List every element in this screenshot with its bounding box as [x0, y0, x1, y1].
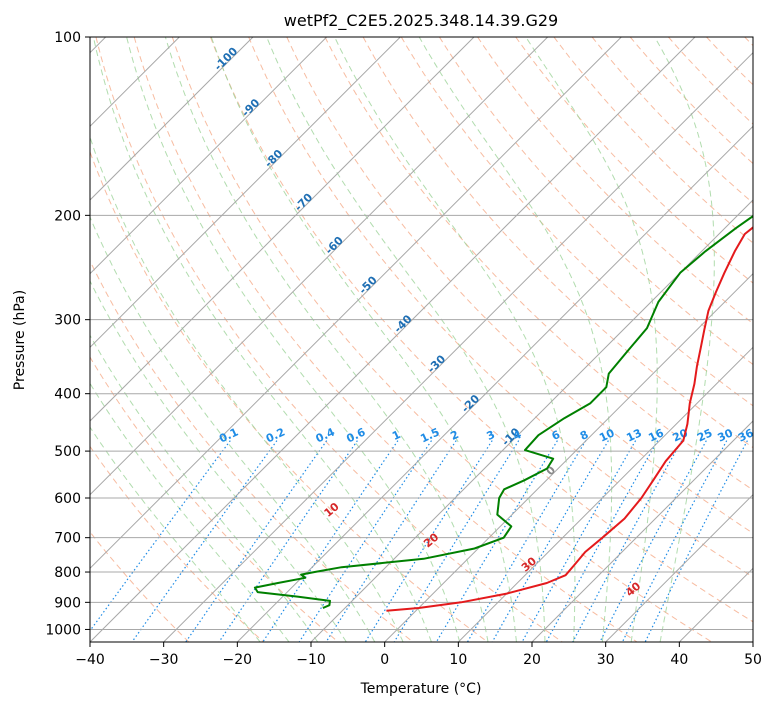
moist-adiabat-line — [90, 334, 319, 642]
dry-adiabat-line — [438, 37, 753, 366]
mixing-ratio-line — [298, 440, 432, 642]
mixing-ratio-line — [545, 440, 659, 642]
moist-adiabat-line — [92, 37, 432, 642]
isotherm-line — [457, 346, 753, 642]
x-tick-label: −30 — [149, 652, 179, 668]
x-tick-label: −10 — [296, 652, 326, 668]
isotherm-line — [90, 37, 401, 349]
dry-adiabat-line — [286, 37, 753, 534]
isotherm-line — [531, 420, 753, 642]
y-tick-label: 900 — [54, 595, 81, 611]
mixing-ratio-label: 25 — [695, 426, 714, 444]
isotherm-line — [310, 199, 753, 642]
isotherm-line — [90, 37, 549, 496]
moist-adiabat-line — [654, 37, 715, 642]
mixing-ratio-label: 36 — [736, 426, 756, 444]
dry-adiabat-line — [171, 37, 712, 642]
x-tick-label: −20 — [223, 652, 253, 668]
mixing-ratio-line — [325, 440, 457, 642]
y-tick-label: 200 — [54, 208, 81, 224]
isotherm-line — [163, 51, 753, 642]
temperature-profile-line — [386, 226, 753, 612]
moist-adiabat-line — [418, 37, 613, 642]
mixing-ratio-line — [131, 440, 278, 642]
mixing-ratio-line — [90, 440, 231, 632]
y-tick-label: 1000 — [45, 622, 81, 638]
y-tick-label: 800 — [54, 565, 81, 581]
dry-adiabat-line — [90, 356, 339, 642]
x-axis-label: Temperature (°C) — [360, 681, 482, 697]
moist-adiabat-line — [90, 135, 404, 642]
moist-adiabat-line — [525, 37, 658, 642]
mixing-ratio-line — [218, 440, 358, 642]
mixing-ratio-label: 13 — [624, 426, 643, 444]
isotherm-line — [90, 37, 622, 570]
y-axis-label: Pressure (hPa) — [12, 290, 28, 390]
chart-title: wetPf2_C2E5.2025.348.14.39.G29 — [284, 11, 558, 31]
y-tick-label: 500 — [54, 444, 81, 460]
y-tick-label: 400 — [54, 387, 81, 403]
x-tick-label: −40 — [75, 652, 105, 668]
x-tick-label: 10 — [449, 652, 467, 668]
isotherm-line — [90, 37, 254, 201]
moist-adiabat-line — [334, 37, 576, 642]
dry-adiabat-line — [90, 445, 264, 642]
dry-adiabat-line — [210, 37, 753, 623]
plot-area: -100-90-80-70-60-50-40-30-20-1000.1 0.2 0.… — [90, 37, 756, 642]
dry-adiabat-line — [553, 37, 753, 244]
mixing-ratio-line — [262, 440, 399, 642]
isotherm-gridlines — [90, 37, 753, 642]
isotherm-line — [605, 493, 753, 642]
x-tick-label: 0 — [380, 652, 389, 668]
data-series — [253, 214, 753, 612]
mixing-ratio-line — [185, 440, 328, 642]
mixing-ratio-label: 10 — [597, 426, 617, 444]
moist-adiabat-line — [90, 382, 290, 642]
x-tick-label: 50 — [744, 652, 762, 668]
isotherm-line — [384, 272, 753, 642]
moist-adiabat-line — [164, 37, 489, 642]
isotherm-line — [90, 37, 696, 642]
mixing-ratio-label: 16 — [646, 426, 666, 444]
y-tick-label: 600 — [54, 491, 81, 507]
dry-adiabat-line — [324, 37, 753, 491]
dewpoint-profile-line — [253, 214, 753, 609]
mixing-ratio-line — [435, 440, 558, 642]
mixing-ratio-line — [466, 440, 587, 642]
y-tick-label: 300 — [54, 313, 81, 329]
moist-adiabat-line — [266, 37, 546, 642]
moist-adiabat-line — [126, 37, 461, 642]
mixing-ratio-line — [521, 440, 637, 642]
moist-adiabat-line — [210, 37, 517, 642]
moist-adiabat-line — [90, 426, 261, 642]
x-axis-ticks: −40 −30 −20 −10 0 10 20 30 40 50 — [75, 642, 762, 668]
mixing-ratio-line — [644, 440, 748, 642]
dry-adiabat-line — [248, 37, 753, 578]
plot-frame — [89, 36, 754, 643]
x-tick-label: 30 — [597, 652, 615, 668]
isotherm-line — [90, 37, 328, 275]
moist-adiabat-line — [90, 215, 376, 642]
y-axis-ticks: 100 200 300 400 500 600 700 800 900 1000 — [45, 30, 90, 638]
dry-adiabat-line — [95, 37, 563, 642]
dry-adiabat-line — [133, 37, 638, 642]
dry-adiabat-line — [591, 37, 753, 204]
isotherm-line — [90, 37, 475, 422]
isotherm-line — [236, 125, 753, 642]
mixing-ratio-label: 30 — [716, 426, 736, 444]
x-tick-label: 20 — [523, 652, 541, 668]
y-tick-label: 100 — [54, 30, 81, 46]
isobar-gridlines — [90, 37, 753, 630]
y-tick-label: 700 — [54, 531, 81, 547]
mixing-ratio-line — [491, 440, 609, 642]
dry-adiabat-line — [90, 259, 414, 642]
dry-adiabat-line — [400, 37, 753, 407]
x-tick-label: 40 — [670, 652, 688, 668]
